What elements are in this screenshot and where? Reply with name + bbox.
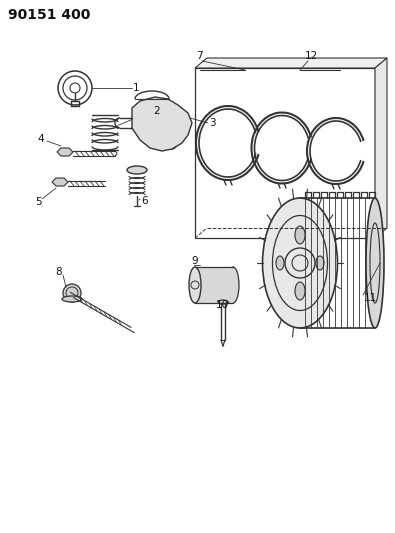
Text: 90151 400: 90151 400 xyxy=(8,8,90,22)
Ellipse shape xyxy=(166,131,178,149)
Text: 8: 8 xyxy=(55,267,62,277)
Polygon shape xyxy=(132,97,192,151)
Ellipse shape xyxy=(366,198,384,328)
Text: 10: 10 xyxy=(216,300,229,310)
Ellipse shape xyxy=(276,256,284,270)
Ellipse shape xyxy=(295,226,305,244)
Text: 2: 2 xyxy=(153,106,160,116)
Text: 9: 9 xyxy=(191,256,198,266)
Text: 5: 5 xyxy=(35,197,41,207)
Text: 4: 4 xyxy=(37,134,43,144)
Text: 12: 12 xyxy=(305,51,318,61)
Ellipse shape xyxy=(218,300,228,304)
Text: 6: 6 xyxy=(141,196,148,206)
Text: 7: 7 xyxy=(196,51,203,61)
Text: 11: 11 xyxy=(364,293,377,303)
Polygon shape xyxy=(57,148,73,156)
Polygon shape xyxy=(195,267,233,303)
Polygon shape xyxy=(375,58,387,238)
Text: 1: 1 xyxy=(133,83,139,93)
Ellipse shape xyxy=(189,267,201,303)
Ellipse shape xyxy=(62,296,82,302)
Ellipse shape xyxy=(127,166,147,174)
Ellipse shape xyxy=(295,282,305,300)
Polygon shape xyxy=(52,178,68,186)
Ellipse shape xyxy=(316,256,324,270)
Bar xyxy=(195,68,375,238)
Ellipse shape xyxy=(227,267,239,303)
Ellipse shape xyxy=(263,198,337,328)
Polygon shape xyxy=(195,58,387,68)
Circle shape xyxy=(63,284,81,302)
Ellipse shape xyxy=(143,106,161,116)
Text: 3: 3 xyxy=(209,118,216,128)
